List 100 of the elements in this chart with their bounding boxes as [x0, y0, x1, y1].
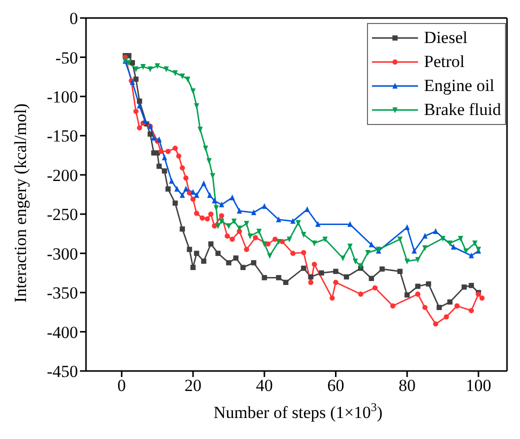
- point: [215, 223, 221, 230]
- point: [208, 212, 214, 217]
- point: [286, 236, 292, 242]
- point: [454, 303, 460, 308]
- point: [183, 175, 188, 181]
- point: [322, 236, 328, 242]
- point: [404, 292, 410, 298]
- point: [422, 304, 428, 310]
- point: [318, 270, 324, 276]
- point: [218, 218, 224, 224]
- point: [156, 136, 162, 142]
- point: [133, 76, 139, 82]
- point: [315, 221, 321, 227]
- x-tick-label: 100: [466, 376, 492, 396]
- point: [280, 238, 285, 244]
- point: [312, 240, 317, 246]
- point: [472, 240, 478, 246]
- point: [201, 258, 206, 264]
- point: [148, 66, 153, 72]
- point: [276, 275, 282, 280]
- point: [158, 148, 164, 154]
- point: [251, 209, 256, 216]
- point: [251, 260, 256, 266]
- point: [290, 218, 296, 224]
- point: [202, 146, 208, 152]
- point: [436, 304, 442, 310]
- point: [142, 118, 148, 124]
- point: [447, 240, 453, 246]
- point: [190, 196, 196, 202]
- point: [462, 284, 467, 290]
- point: [244, 220, 250, 227]
- point: [304, 206, 310, 212]
- point: [148, 132, 153, 137]
- point: [479, 295, 485, 301]
- x-tick-label: 80: [398, 376, 416, 396]
- legend-label: Engine oil: [424, 75, 494, 97]
- point: [450, 244, 456, 250]
- point: [308, 274, 314, 280]
- point: [190, 264, 196, 270]
- point: [230, 194, 235, 200]
- point: [283, 280, 288, 285]
- y-tick-label: 0: [70, 9, 78, 28]
- point: [463, 248, 469, 254]
- point: [162, 168, 168, 174]
- point: [200, 215, 205, 221]
- y-tick-label: -350: [46, 284, 78, 303]
- point: [262, 241, 267, 248]
- y-axis-title: Interaction engery (kcal/mol): [11, 103, 30, 303]
- point: [194, 103, 200, 110]
- point: [301, 250, 306, 256]
- point: [468, 308, 474, 314]
- point: [440, 236, 446, 242]
- point: [126, 60, 132, 66]
- point: [256, 228, 262, 235]
- point: [206, 158, 212, 164]
- point: [230, 236, 235, 242]
- point: [458, 236, 464, 242]
- point: [244, 246, 250, 252]
- point: [190, 188, 196, 195]
- x-tick-label: 20: [184, 376, 202, 396]
- y-tick-label: -150: [46, 126, 78, 146]
- y-tick-label: -400: [46, 322, 78, 342]
- point: [276, 216, 282, 222]
- point: [415, 257, 420, 263]
- y-tick-label: -50: [55, 48, 78, 68]
- point: [183, 186, 188, 192]
- point: [236, 226, 242, 232]
- point: [162, 154, 168, 160]
- point: [133, 108, 139, 114]
- point: [190, 88, 196, 94]
- point: [248, 233, 253, 240]
- point: [397, 268, 403, 274]
- point: [136, 102, 142, 108]
- point: [422, 232, 428, 239]
- point: [136, 125, 142, 130]
- point: [207, 192, 212, 198]
- point: [276, 238, 282, 245]
- point: [233, 255, 238, 261]
- point: [180, 73, 185, 80]
- point: [174, 186, 180, 192]
- point: [415, 284, 420, 289]
- point: [312, 262, 317, 267]
- point: [194, 250, 200, 256]
- point: [296, 220, 301, 226]
- point: [330, 295, 335, 301]
- x-tick-label: 60: [327, 376, 344, 396]
- point: [208, 241, 214, 247]
- point: [172, 146, 178, 151]
- point: [231, 218, 237, 224]
- point: [226, 260, 232, 266]
- point: [169, 178, 174, 184]
- point: [290, 250, 296, 256]
- point: [433, 321, 438, 327]
- point: [154, 63, 160, 70]
- point: [240, 264, 246, 270]
- point: [252, 235, 258, 240]
- point: [226, 223, 232, 230]
- point: [180, 192, 185, 198]
- point: [372, 285, 378, 290]
- legend-label: Petrol: [424, 51, 465, 73]
